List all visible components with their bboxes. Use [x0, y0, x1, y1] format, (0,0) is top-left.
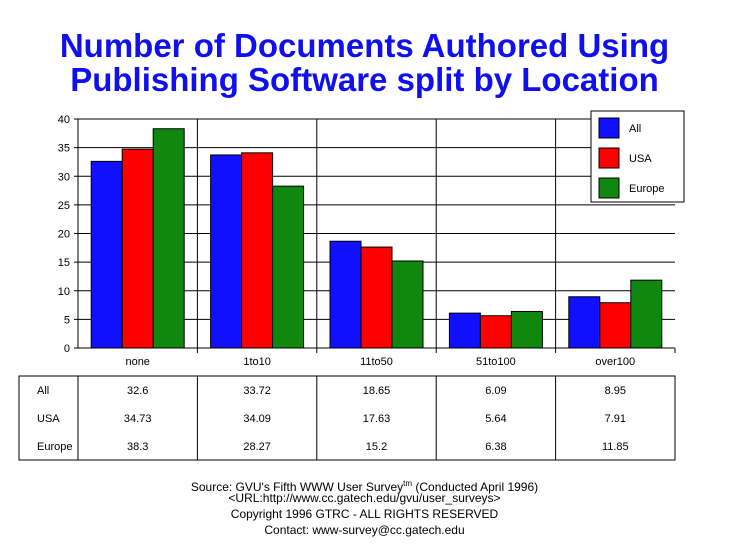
legend-label-usa: USA — [629, 153, 652, 165]
bar-usa-11to50 — [360, 246, 393, 349]
bar-europe-51to100 — [510, 310, 543, 349]
table-cell-usa-11to50: 17.63 — [363, 413, 391, 425]
bar-all-1to10 — [210, 154, 243, 349]
chart-title-line2: Publishing Software split by Location — [70, 61, 659, 98]
table-cell-europe-11to50: 15.2 — [366, 441, 387, 453]
legend-label-europe: Europe — [629, 183, 664, 195]
bar-usa-1to10 — [241, 152, 274, 349]
trademark-mark: tm — [403, 479, 413, 488]
bar-usa-over100 — [599, 302, 632, 349]
bar-all-none — [90, 160, 123, 349]
chart-title-line1: Number of Documents Authored Using — [59, 27, 670, 64]
bar-all-11to50 — [329, 240, 362, 349]
table-cell-all-51to100: 6.09 — [485, 385, 506, 397]
table-cell-all-over100: 8.95 — [605, 385, 626, 397]
legend-swatch-europe — [598, 177, 620, 199]
contact-note: Contact: www-survey@cc.gatech.edu — [264, 523, 465, 537]
x-tick-label: none — [125, 356, 149, 368]
table-cell-usa-none: 34.73 — [124, 413, 152, 425]
bar-all-over100 — [568, 296, 601, 349]
table-cell-all-none: 32.6 — [127, 385, 148, 397]
x-tick-label: over100 — [595, 356, 635, 368]
table-row-label-usa: USA — [37, 413, 60, 425]
table-cell-all-1to10: 33.72 — [243, 385, 271, 397]
table-cell-all-11to50: 18.65 — [363, 385, 391, 397]
table-cell-usa-over100: 7.91 — [605, 413, 626, 425]
bar-europe-1to10 — [272, 185, 305, 349]
bar-chart: 0 5 10 15 20 25 30 35 40 none 1to10 11to50 51to100 ov… — [18, 110, 685, 461]
table-row-label-europe: Europe — [37, 441, 72, 453]
x-tick-label: 11to50 — [360, 356, 393, 368]
source-note: Source: GVU's Fifth WWW User Surveytm (C… — [0, 476, 729, 495]
y-tick-label: 5 — [64, 314, 70, 326]
legend-label-all: All — [629, 123, 641, 135]
bar-usa-51to100 — [479, 315, 512, 349]
y-tick-label: 15 — [58, 257, 70, 269]
table-row-label-all: All — [37, 385, 49, 397]
copyright-note: Copyright 1996 GTRC - ALL RIGHTS RESERVE… — [230, 507, 499, 521]
y-tick-label: 40 — [58, 114, 70, 126]
table-cell-europe-none: 38.3 — [127, 441, 148, 453]
y-tick-label: 25 — [58, 200, 70, 212]
bar-europe-none — [152, 128, 185, 349]
table-cell-europe-51to100: 6.38 — [485, 441, 506, 453]
data-table-border — [18, 375, 676, 461]
source-text: Source: GVU's Fifth WWW User Survey — [190, 480, 404, 494]
y-tick-label: 30 — [58, 171, 70, 183]
y-tick-label: 20 — [58, 229, 70, 241]
legend-swatch-all — [598, 117, 620, 139]
survey-url: <URL:http://www.cc.gatech.edu/gvu/user_s… — [228, 491, 501, 505]
x-tick-label: 1to10 — [243, 356, 271, 368]
bar-all-51to100 — [448, 312, 481, 349]
conducted-text: (Conducted April 1996) — [412, 480, 539, 494]
table-cell-europe-1to10: 28.27 — [243, 441, 271, 453]
y-tick-label: 0 — [64, 343, 70, 355]
bar-europe-11to50 — [391, 260, 424, 349]
y-tick-label: 10 — [58, 286, 70, 298]
bar-europe-over100 — [630, 279, 663, 349]
x-tick-label: 51to100 — [476, 356, 516, 368]
y-tick-label: 35 — [58, 143, 70, 155]
legend-swatch-usa — [598, 147, 620, 169]
table-cell-usa-51to100: 5.64 — [485, 413, 506, 425]
bar-usa-none — [121, 148, 154, 349]
table-cell-europe-over100: 11.85 — [602, 441, 629, 453]
table-cell-usa-1to10: 34.09 — [243, 413, 271, 425]
